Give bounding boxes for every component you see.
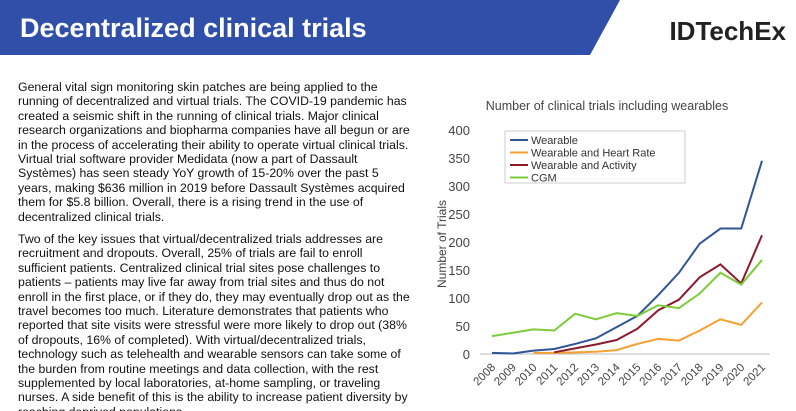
paragraph: Two of the key issues that virtual/decen…	[18, 232, 410, 411]
x-tick-label: 2018	[679, 362, 706, 389]
x-tick-label: 2021	[742, 362, 769, 389]
y-tick-label: 350	[448, 151, 470, 166]
y-axis-label: Number of Trials	[435, 200, 449, 288]
x-tick-label: 2015	[617, 362, 644, 389]
series-line	[491, 160, 763, 355]
logo: IDTechEx	[669, 16, 786, 46]
chart-title: Number of clinical trials including wear…	[486, 99, 728, 113]
series-line	[554, 234, 763, 354]
x-tick-label: 2014	[596, 361, 623, 388]
y-tick-label: 300	[448, 179, 470, 194]
y-tick-label: 100	[448, 291, 470, 306]
series-line	[491, 259, 763, 338]
legend-label: Wearable and Activity	[531, 160, 637, 172]
y-tick-label: 0	[463, 347, 470, 362]
x-tick-label: 2019	[700, 362, 727, 389]
y-tick-label: 200	[448, 235, 470, 250]
x-tick-label: 2013	[575, 362, 602, 389]
x-tick-label: 2008	[472, 362, 499, 389]
y-tick-label: 150	[448, 263, 470, 278]
legend-label: Wearable	[531, 135, 578, 147]
x-tick-label: 2016	[638, 362, 665, 389]
paragraph: General vital sign monitoring skin patch…	[18, 80, 410, 224]
x-tick-label: 2009	[492, 362, 519, 389]
header-bar	[0, 0, 620, 55]
x-tick-label: 2011	[534, 362, 560, 388]
y-tick-label: 400	[448, 123, 470, 138]
x-tick-label: 2020	[721, 362, 748, 389]
slide-title: Decentralized clinical trials	[20, 13, 367, 43]
series-line	[533, 301, 763, 354]
legend-label: CGM	[531, 173, 557, 185]
legend-box	[504, 130, 686, 184]
x-tick-label: 2012	[555, 362, 582, 389]
legend-label: Wearable and Heart Rate	[531, 148, 656, 160]
y-tick-label: 250	[448, 207, 470, 222]
y-tick-label: 50	[456, 319, 470, 334]
x-tick-label: 2017	[658, 362, 685, 389]
x-tick-label: 2010	[513, 362, 540, 389]
